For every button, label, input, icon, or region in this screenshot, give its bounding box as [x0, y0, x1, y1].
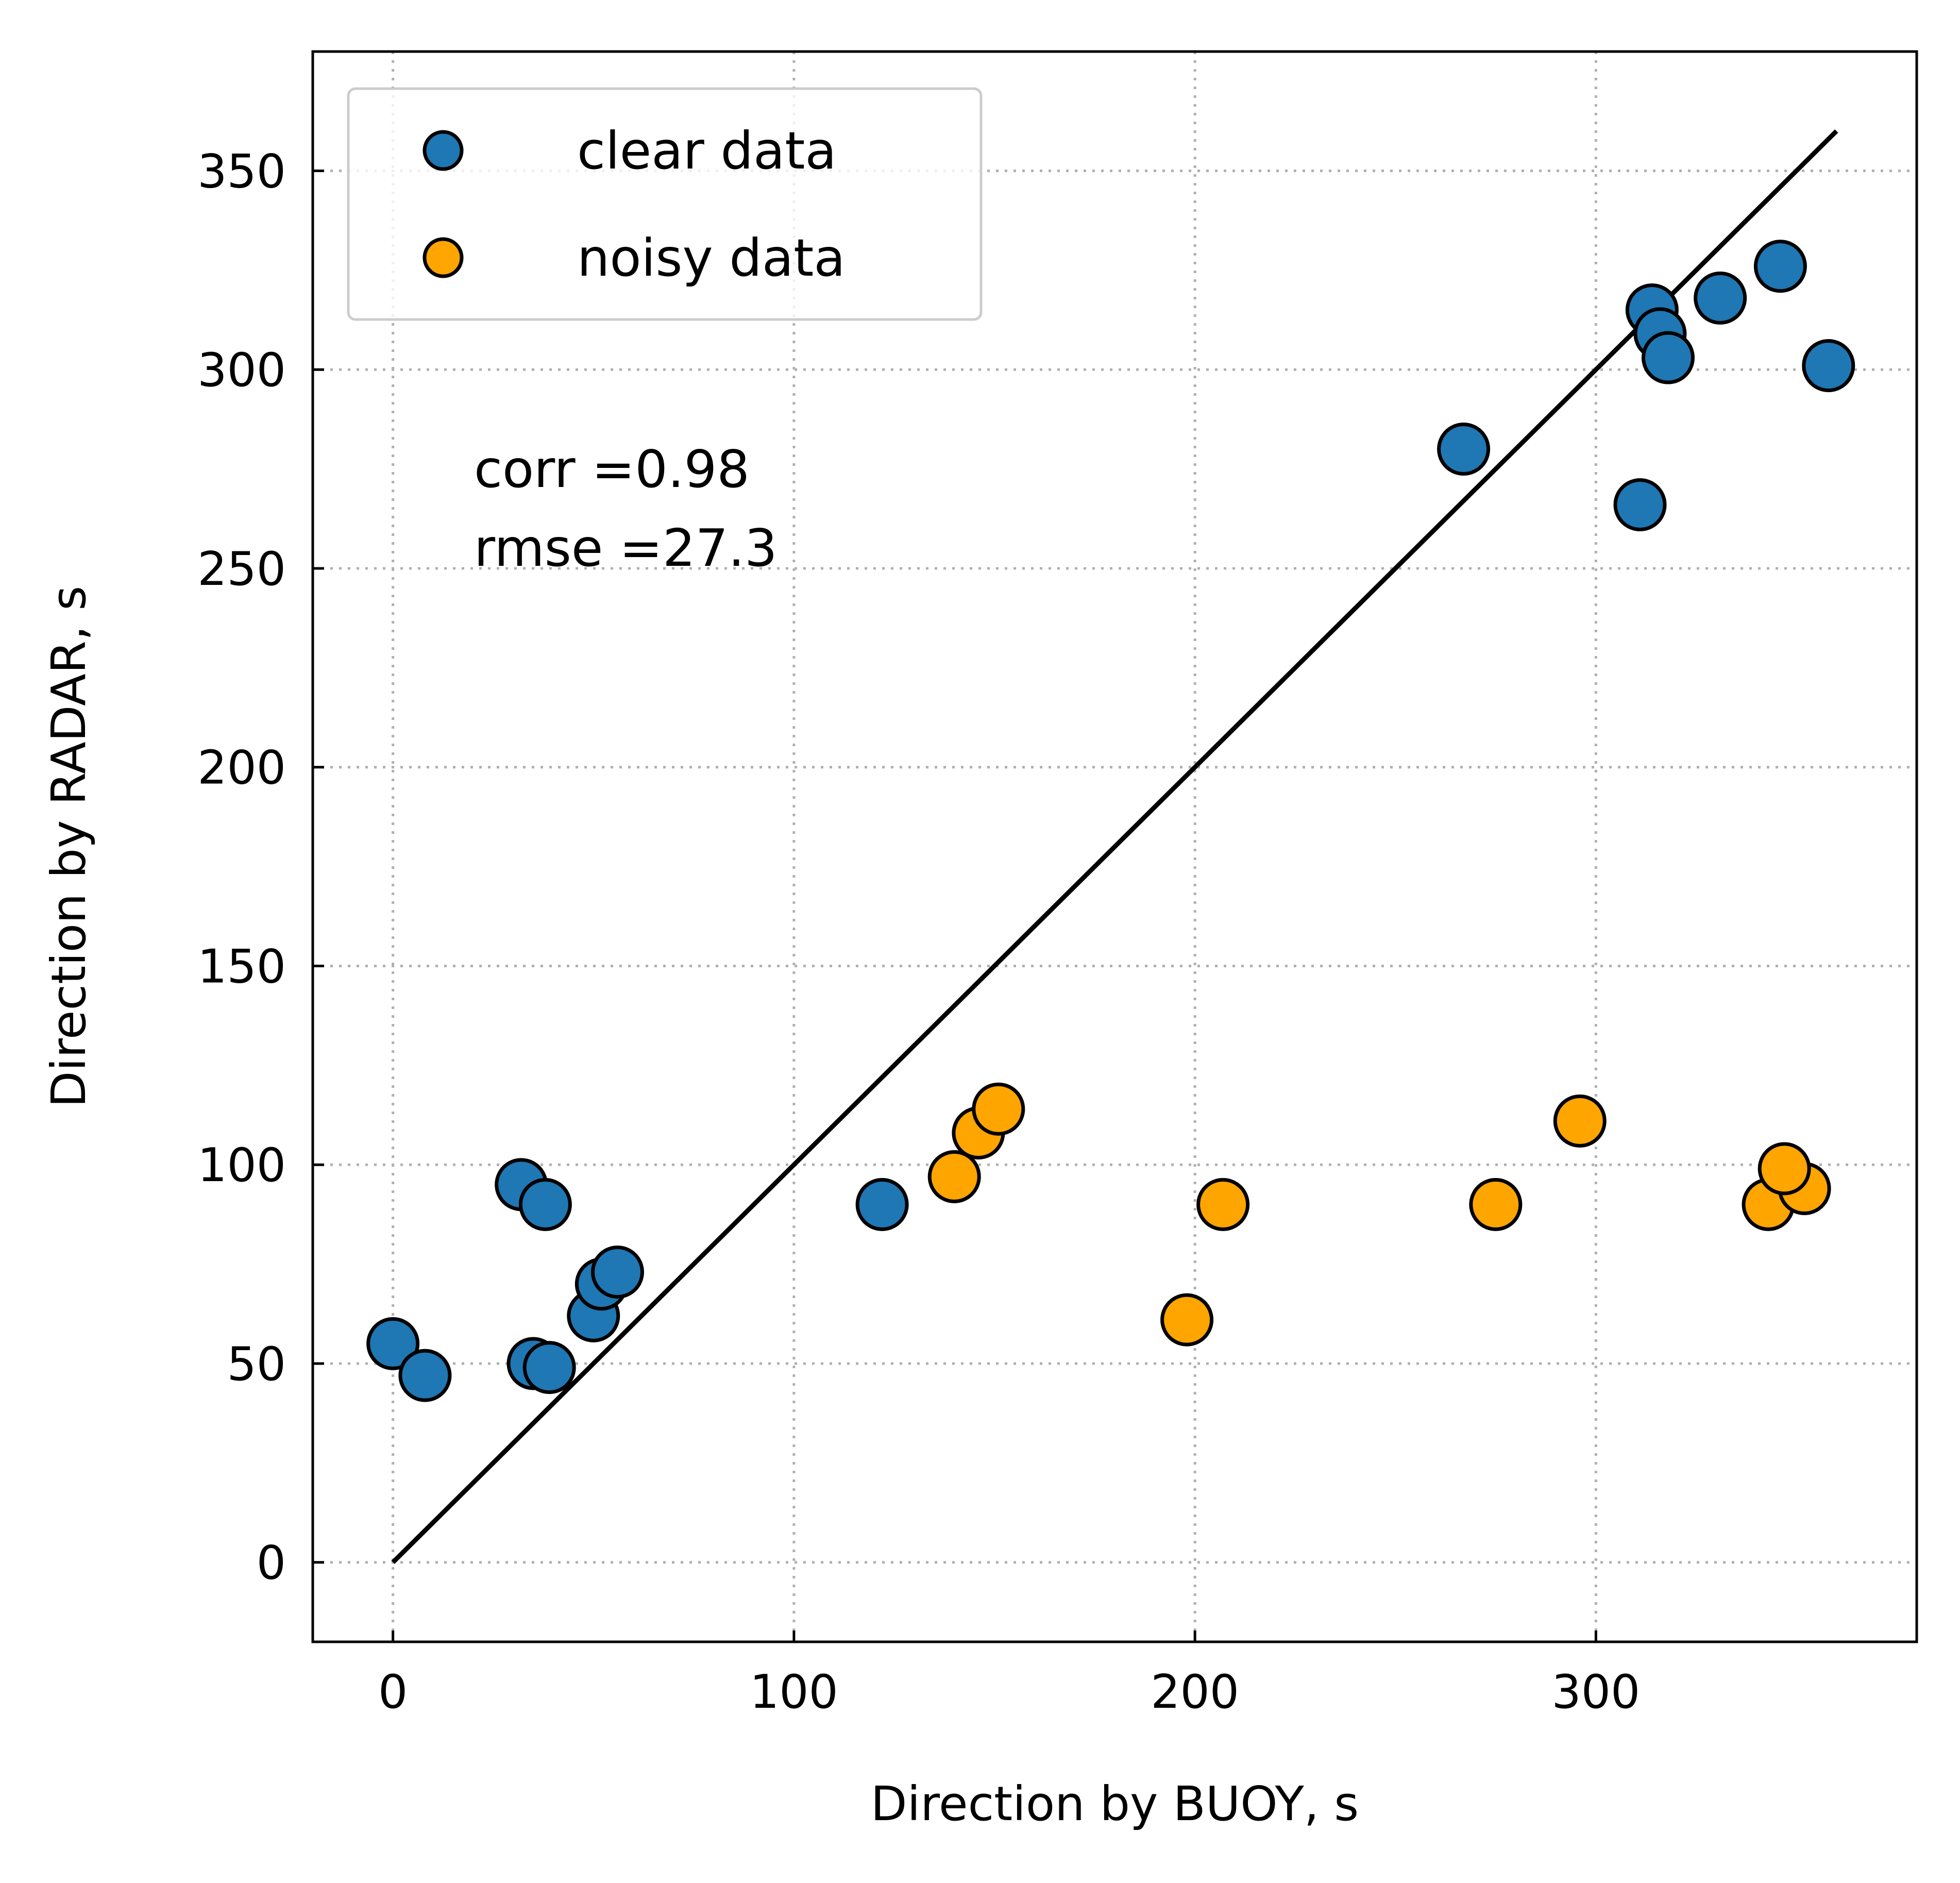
point-clear-data-3 — [518, 1178, 572, 1231]
point-noisy-data-3 — [1160, 1293, 1214, 1347]
stats-annotation: corr =0.98 rmse =27.3 — [474, 439, 778, 578]
point-noisy-data-4 — [1196, 1178, 1250, 1231]
point-clear-data-16 — [1753, 240, 1807, 293]
point-clear-data-1 — [398, 1349, 452, 1402]
legend-box — [347, 87, 983, 321]
point-clear-data-10 — [1437, 423, 1491, 476]
point-clear-data-9 — [855, 1178, 909, 1231]
y-tick-label-100: 100 — [197, 1138, 286, 1192]
point-noisy-data-6 — [1553, 1094, 1607, 1148]
x-tick-label-200: 200 — [1151, 1665, 1239, 1719]
point-clear-data-5 — [522, 1341, 576, 1394]
point-noisy-data-0 — [927, 1150, 981, 1203]
point-noisy-data-9 — [1758, 1142, 1811, 1196]
point-clear-data-11 — [1613, 478, 1667, 532]
axis-ticks: 0 100 200 300 0 50 100 150 200 250 300 350 — [197, 144, 1640, 1719]
x-tick-label-300: 300 — [1552, 1665, 1641, 1719]
y-tick-label-350: 350 — [197, 144, 286, 198]
correlation-annotation: corr =0.98 — [474, 439, 750, 499]
y-tick-label-200: 200 — [197, 741, 286, 795]
reference-line-group — [391, 129, 1838, 1564]
y-axis-label: Direction by RADAR, s — [41, 586, 96, 1108]
x-tick-label-0: 0 — [378, 1665, 408, 1719]
reference-line — [391, 129, 1838, 1564]
legend-label-noisy-data: noisy data — [577, 228, 846, 288]
plot-frame — [311, 50, 1918, 1643]
series-clear-data — [366, 240, 1855, 1402]
point-clear-data-0 — [366, 1317, 420, 1370]
y-tick-label-50: 50 — [227, 1337, 286, 1391]
point-noisy-data-5 — [1469, 1178, 1523, 1231]
legend-marker-noisy-data — [423, 237, 464, 278]
legend: clear data noisy data — [347, 87, 983, 321]
y-tick-label-300: 300 — [197, 343, 286, 397]
y-tick-label-250: 250 — [197, 542, 286, 596]
y-tick-label-150: 150 — [197, 939, 286, 994]
point-clear-data-17 — [1802, 339, 1855, 392]
x-tick-label-100: 100 — [750, 1665, 838, 1719]
point-clear-data-14 — [1641, 331, 1695, 384]
rmse-annotation: rmse =27.3 — [474, 518, 778, 578]
legend-marker-clear-data — [423, 130, 464, 171]
point-clear-data-15 — [1694, 271, 1747, 325]
series-noisy-data — [927, 1082, 1831, 1347]
legend-label-clear-data: clear data — [577, 121, 837, 181]
x-axis-label: Direction by BUOY, s — [871, 1776, 1359, 1831]
point-clear-data-8 — [590, 1246, 644, 1299]
data-points — [366, 240, 1855, 1402]
y-tick-label-0: 0 — [257, 1536, 286, 1590]
point-noisy-data-2 — [972, 1082, 1025, 1136]
